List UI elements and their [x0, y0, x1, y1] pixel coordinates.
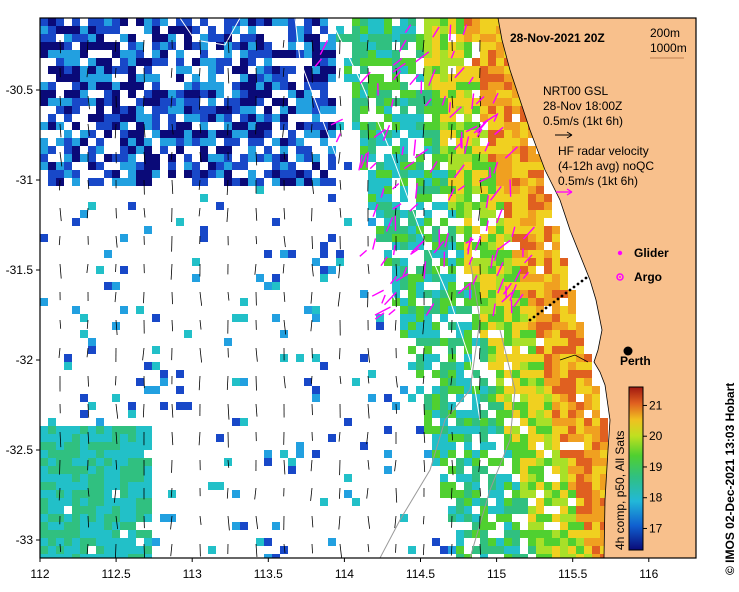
- glider-symbol: [617, 250, 623, 256]
- x-axis: 112 112.5 113 113.5 114 114.5 115 115.5 116: [30, 558, 659, 581]
- isobath-label-200m: 200m: [650, 26, 680, 40]
- nrt-legend-line1: NRT00 GSL: [543, 84, 608, 98]
- colorbar-tick-label: 18: [649, 491, 663, 505]
- current-vector-layer: [58, 24, 535, 558]
- colorbar-tick-label: 20: [649, 429, 663, 443]
- hf-legend-line1: HF radar velocity: [558, 144, 649, 158]
- y-axis: -30.5 -31 -31.5 -32 -32.5 -33: [6, 83, 40, 547]
- x-tick-label: 113: [183, 567, 202, 581]
- colorbar: 21 20 19 18 17 4h comp, p50, All Sats: [613, 386, 663, 551]
- x-tick-label: 116: [639, 567, 658, 581]
- colorbar-label: 4h comp, p50, All Sats: [613, 431, 627, 550]
- colorbar-tick-label: 17: [649, 521, 663, 535]
- isobath-label-1000m: 1000m: [650, 41, 687, 55]
- y-tick-label: -31.5: [6, 263, 34, 277]
- nrt-legend-line3: 0.5m/s (1kt 6h): [543, 114, 623, 128]
- y-tick-label: -30.5: [6, 83, 34, 97]
- x-tick-label: 112.5: [102, 567, 131, 581]
- x-tick-label: 113.5: [254, 567, 283, 581]
- argo-symbol: [616, 273, 624, 281]
- colorbar-tick-label: 21: [649, 398, 663, 412]
- colorbar-tick-label: 19: [649, 460, 663, 474]
- sst-pixel-layer: [40, 18, 640, 558]
- x-tick-label: 112: [30, 567, 49, 581]
- argo-label: Argo: [634, 270, 662, 284]
- x-tick-label: 115: [487, 567, 506, 581]
- map-frame: [39, 17, 697, 559]
- credit-text: © IMOS 02-Dec-2021 13:03 Hobart: [723, 383, 737, 575]
- hf-legend-line3: 0.5m/s (1kt 6h): [558, 174, 638, 188]
- y-tick-label: -33: [16, 533, 34, 547]
- nrt-legend-line2: 28-Nov 18:00Z: [543, 99, 622, 113]
- x-tick-label: 114: [335, 567, 354, 581]
- map-title: 28-Nov-2021 20Z: [510, 31, 605, 45]
- glider-label: Glider: [634, 246, 669, 260]
- perth-marker: [623, 346, 633, 356]
- y-tick-label: -32: [16, 353, 34, 367]
- x-tick-label: 114.5: [406, 567, 435, 581]
- y-tick-label: -32.5: [6, 443, 34, 457]
- land-mass: [497, 18, 696, 558]
- y-tick-label: -31: [16, 173, 34, 187]
- x-tick-label: 115.5: [558, 567, 587, 581]
- perth-label: Perth: [620, 354, 651, 368]
- hf-legend-line2: (4-12h avg) noQC: [558, 159, 654, 173]
